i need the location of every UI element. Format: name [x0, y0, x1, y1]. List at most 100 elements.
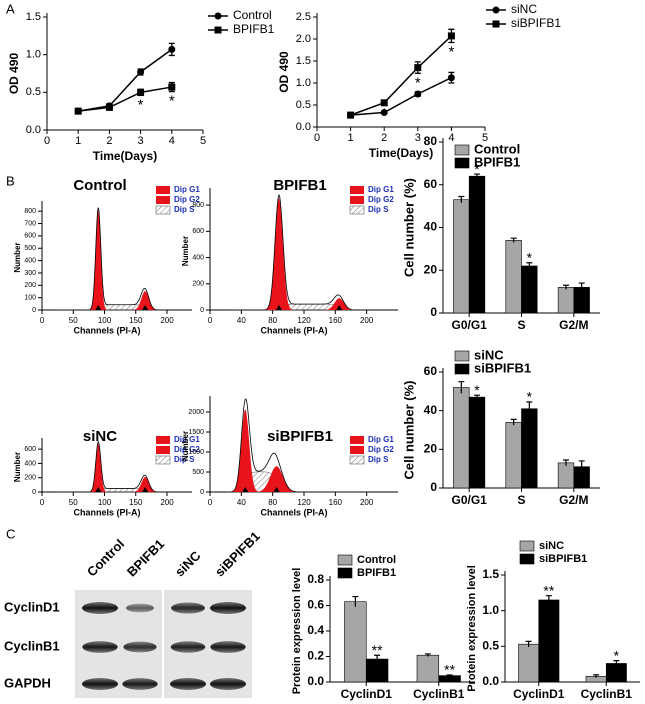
error-bar — [458, 195, 465, 203]
significance: * — [474, 382, 480, 398]
x-tick-label: CyclinB1 — [581, 687, 633, 701]
x-tick-label: G0/G1 — [451, 318, 487, 332]
x-tick-label: 0 — [44, 135, 50, 147]
legend-swatch — [350, 186, 364, 194]
x-axis-label: Time(Days) — [93, 149, 157, 163]
y-tick-label: 1500 — [188, 429, 204, 436]
legend-swatch — [156, 436, 170, 444]
bar — [505, 240, 522, 314]
error-bar — [545, 595, 552, 605]
error-bar — [578, 282, 585, 292]
legend-label: BPIFB1 — [357, 567, 396, 579]
marker — [105, 103, 113, 111]
marker — [380, 108, 388, 116]
error-bar — [593, 674, 600, 678]
y-tick-label: 0 — [200, 489, 204, 496]
x-tick-label: 80 — [268, 316, 277, 325]
flow-g1-peak — [225, 197, 367, 310]
blot-band — [82, 641, 118, 653]
blot-band — [122, 678, 158, 690]
y-tick-label: 1.0 — [26, 49, 41, 61]
y-axis-label: OD 490 — [7, 52, 21, 94]
legend-swatch — [454, 350, 470, 362]
y-tick-label: 20 — [424, 442, 438, 456]
bar — [416, 654, 440, 683]
series-line — [350, 77, 452, 116]
blot-band — [210, 678, 246, 690]
error-bar — [474, 173, 481, 179]
x-tick-label: CyclinB1 — [413, 687, 465, 701]
y-tick-label: 0 — [430, 480, 437, 494]
bar — [453, 199, 470, 314]
x-axis-label: Channels (PI-A) — [73, 325, 140, 335]
x-tick-label: 150 — [129, 316, 143, 325]
legend-swatch — [349, 205, 365, 215]
y-axis-label: Number — [13, 452, 22, 482]
error-bar — [510, 418, 517, 426]
x-tick-label: 2 — [106, 135, 112, 147]
legend-swatch — [519, 553, 535, 565]
series-line — [78, 48, 173, 112]
x-tick-label: 200 — [360, 316, 374, 325]
y-tick-label: 0 — [32, 489, 36, 496]
row-label: GAPDH — [4, 675, 51, 690]
y-tick-label: 200 — [24, 282, 36, 289]
legend-swatch — [350, 436, 364, 444]
y-tick-label: 0 — [430, 305, 437, 319]
marker — [447, 32, 455, 40]
error-bar — [352, 595, 359, 607]
x-tick-label: 2 — [381, 132, 387, 144]
legend-marker — [492, 6, 500, 14]
marker — [137, 88, 145, 96]
legend-label: Dip G1 — [368, 185, 394, 194]
legend-label: Dip G2 — [174, 445, 200, 454]
y-tick-label: 0.0 — [296, 121, 311, 133]
significance: * — [527, 249, 533, 265]
y-tick-label: 500 — [24, 245, 36, 252]
legend-swatch — [155, 205, 171, 215]
significance: * — [169, 93, 175, 110]
panel-label: B — [6, 173, 15, 188]
x-tick-label: 80 — [268, 498, 277, 507]
x-tick-label: S — [517, 318, 525, 332]
x-tick-label: 0 — [208, 498, 213, 507]
x-tick-label: 50 — [69, 316, 78, 325]
y-tick-label: 1000 — [188, 449, 204, 456]
blot-band — [170, 678, 206, 690]
marker — [168, 45, 176, 53]
y-tick-label: 0 — [32, 307, 36, 314]
panel-label: A — [6, 1, 15, 16]
legend-swatch — [337, 554, 353, 566]
legend-label: Dip G2 — [174, 195, 200, 204]
x-tick-label: 0 — [314, 132, 320, 144]
marker — [347, 111, 355, 119]
y-tick-label: 0.0 — [482, 674, 499, 688]
y-tick-label: 0.6 — [307, 598, 324, 612]
y-axis-label: Number — [181, 431, 190, 461]
marker — [74, 107, 82, 115]
x-tick-label: G0/G1 — [451, 493, 487, 507]
legend-label: Dip G1 — [368, 435, 394, 444]
legend-label: Dip S — [368, 455, 389, 464]
bar — [505, 421, 522, 489]
blot-band — [123, 641, 157, 653]
error-bar — [562, 459, 569, 466]
error-bar — [474, 394, 481, 400]
y-tick-label: 0.5 — [296, 99, 311, 111]
legend-marker — [214, 12, 222, 20]
bar — [468, 175, 486, 314]
peak-marker — [142, 487, 149, 492]
legend-swatch — [156, 446, 170, 454]
y-tick-label: 500 — [192, 469, 204, 476]
y-tick-label: 600 — [24, 446, 36, 453]
error-bar — [525, 640, 532, 648]
x-tick-label: 1 — [348, 132, 354, 144]
bar — [518, 643, 540, 683]
x-tick-label: 40 — [237, 316, 246, 325]
legend-swatch — [454, 144, 470, 156]
peak-marker — [95, 487, 102, 492]
bar — [344, 601, 367, 683]
blot-band — [170, 641, 206, 653]
y-axis-label: Cell number (%) — [401, 381, 416, 480]
marker — [447, 74, 455, 82]
